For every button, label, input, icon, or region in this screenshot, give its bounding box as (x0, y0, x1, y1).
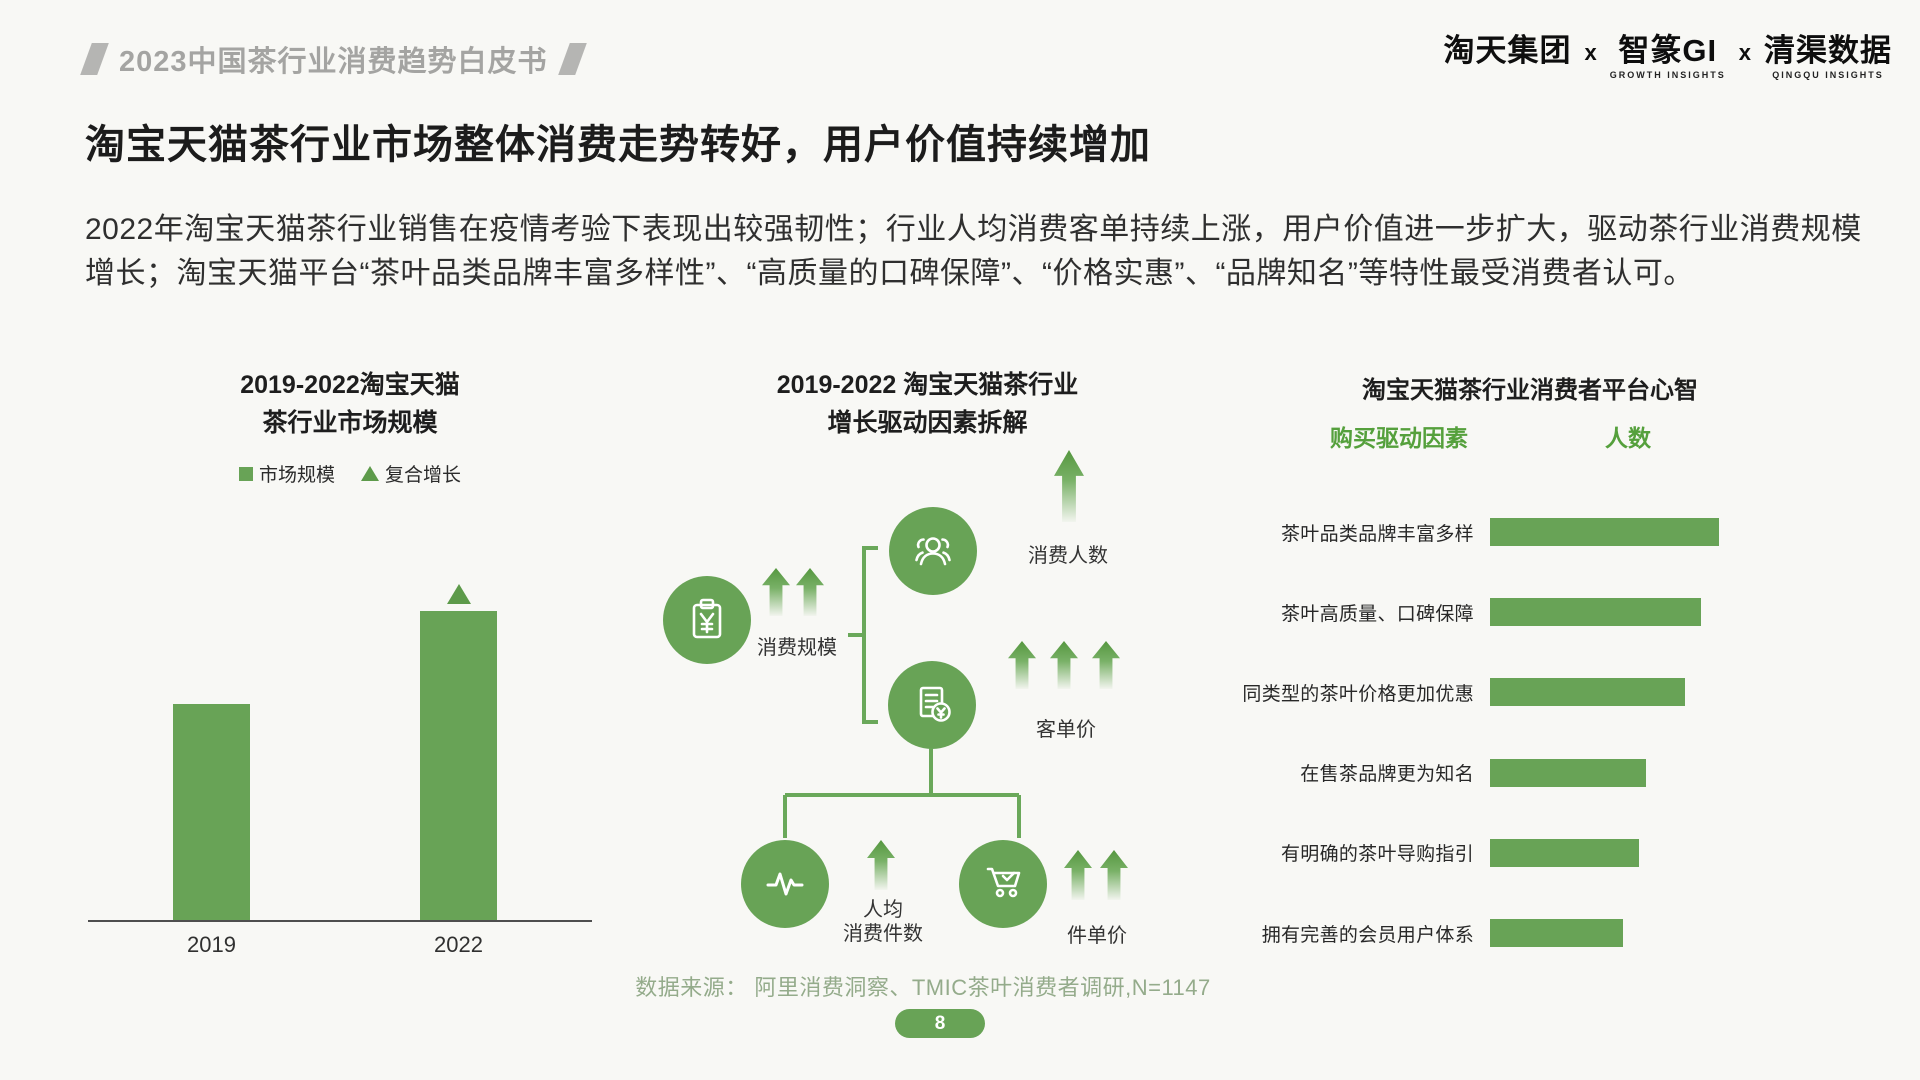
mindshare-chart-title: 淘宝天猫茶行业消费者平台心智 (1362, 377, 1698, 404)
growth-arrows-unit-price (1064, 850, 1128, 900)
receipt-yen-icon (919, 686, 951, 722)
mindshare-col-header-drivers: 购买驱动因素 (1330, 425, 1468, 451)
label-line: 消费件数 (843, 923, 923, 945)
mindshare-bar (1490, 598, 1701, 627)
market-bar-plot: 2019 2022 (88, 575, 592, 957)
legend-item-cagr: 复合增长 (361, 460, 461, 487)
axis-year-label: 2019 (187, 932, 236, 957)
logo-lockup: 淘天集团 x 智篆GI GROWTH INSIGHTS x 清渠数据 QINGQ… (1443, 33, 1893, 81)
driver-chart-title: 2019-2022 淘宝天猫茶行业 增长驱动因素拆解 (640, 366, 1215, 442)
mindshare-bar (1490, 758, 1646, 787)
logo-zhizhuan-gi: 智篆GI GROWTH INSIGHTS (1609, 33, 1726, 81)
bracket-connector (848, 546, 878, 724)
mindshare-row-label: 同类型的茶叶价格更加优惠 (1242, 683, 1474, 705)
driver-chart-title-line1: 2019-2022 淘宝天猫茶行业 (776, 371, 1079, 399)
tree-connector (783, 748, 1021, 838)
page-number-badge: 8 (895, 1009, 985, 1038)
market-bar (420, 611, 497, 920)
logo-growth-insights-sub: GROWTH INSIGHTS (1609, 70, 1726, 80)
mindshare-bar (1490, 518, 1719, 546)
growth-arrows-aov (1008, 641, 1120, 689)
data-source-note: 数据来源： 阿里消费洞察、TMIC茶叶消费者调研,N=1147 (635, 975, 1211, 1000)
mindshare-row: 茶叶品类品牌丰富多样 (1128, 518, 1868, 546)
legend-label: 市场规模 (258, 465, 335, 486)
market-bar-group-2019: 2019 (173, 575, 250, 957)
label-consumption-scale: 消费规模 (757, 637, 837, 659)
label-line: 人均 (863, 899, 903, 921)
doc-header-title: 2023中国茶行业消费趋势白皮书 (119, 46, 548, 78)
mindshare-bar (1490, 919, 1623, 947)
clipboard-yen-icon (692, 598, 722, 639)
growth-arrows-scale (762, 568, 824, 616)
mindshare-bar (1490, 838, 1639, 867)
legend-item-market-size: 市场规模 (238, 460, 335, 487)
market-chart-legend: 市场规模 复合增长 (85, 460, 615, 487)
doc-header: 2023中国茶行业消费趋势白皮书 (80, 38, 587, 80)
node-items-per-capita (741, 840, 829, 928)
pulse-icon (766, 872, 804, 896)
driver-chart-title-line2: 增长驱动因素拆解 (827, 409, 1028, 437)
mindshare-row: 茶叶高质量、口碑保障 (1128, 598, 1868, 627)
mindshare-row-label: 有明确的茶叶导购指引 (1280, 844, 1474, 866)
mindshare-row: 同类型的茶叶价格更加优惠 (1128, 678, 1868, 707)
label-buyer-count: 消费人数 (1028, 545, 1108, 567)
node-buyer-count (889, 507, 977, 595)
label-items-per-capita: 人均 消费件数 (833, 898, 933, 946)
logo-zhizhuan-text: 智篆GI (1618, 33, 1718, 68)
mindshare-col-header-count: 人数 (1605, 425, 1651, 451)
logo-x-separator: x (1584, 40, 1597, 65)
logo-qingqu: 清渠数据 QINGQU INSIGHTS (1764, 33, 1892, 81)
mindshare-row: 拥有完善的会员用户体系 (1128, 919, 1868, 947)
summary-paragraph: 2022年淘宝天猫茶行业销售在疫情考验下表现出较强韧性；行业人均消费客单持续上涨… (85, 213, 1862, 290)
page-title: 淘宝天猫茶行业市场整体消费走势转好，用户价值持续增加 (85, 123, 1151, 167)
growth-triangle-icon (446, 584, 471, 604)
axis-year-label: 2022 (434, 932, 483, 957)
triangle-marker-icon (361, 466, 379, 481)
mindshare-row: 在售茶品牌更为知名 (1128, 758, 1868, 787)
label-unit-price: 件单价 (1067, 925, 1127, 947)
node-consumption-scale (663, 576, 751, 664)
market-chart-title: 2019-2022淘宝天猫 茶行业市场规模 (85, 366, 615, 442)
mindshare-row-label: 在售茶品牌更为知名 (1300, 764, 1474, 786)
logo-qingqu-text: 清渠数据 (1764, 33, 1892, 68)
market-chart-title-line2: 茶行业市场规模 (262, 409, 438, 437)
node-unit-price (959, 840, 1047, 928)
mindshare-row: 有明确的茶叶导购指引 (1128, 838, 1868, 867)
mindshare-row-label: 茶叶高质量、口碑保障 (1280, 603, 1474, 625)
mindshare-row-label: 拥有完善的会员用户体系 (1261, 924, 1474, 946)
growth-arrows-buyers (1054, 450, 1084, 522)
growth-arrows-items (867, 840, 895, 890)
logo-x-separator: x (1738, 40, 1751, 65)
logo-qingqu-insights-sub: QINGQU INSIGHTS (1772, 70, 1884, 80)
market-bar-group-2022: 2022 (420, 575, 497, 957)
people-icon (915, 537, 951, 566)
market-chart-title-line1: 2019-2022淘宝天猫 (240, 371, 460, 399)
legend-label: 复合增长 (385, 465, 462, 486)
cart-icon (986, 867, 1021, 898)
square-marker-icon (238, 466, 253, 481)
mindshare-bar (1490, 678, 1685, 707)
node-avg-order-value (888, 661, 976, 749)
market-bar (173, 703, 250, 920)
logo-taotian: 淘天集团 (1443, 33, 1572, 68)
label-avg-order-value: 客单价 (1036, 719, 1096, 741)
mindshare-row-label: 茶叶品类品牌丰富多样 (1280, 523, 1474, 545)
